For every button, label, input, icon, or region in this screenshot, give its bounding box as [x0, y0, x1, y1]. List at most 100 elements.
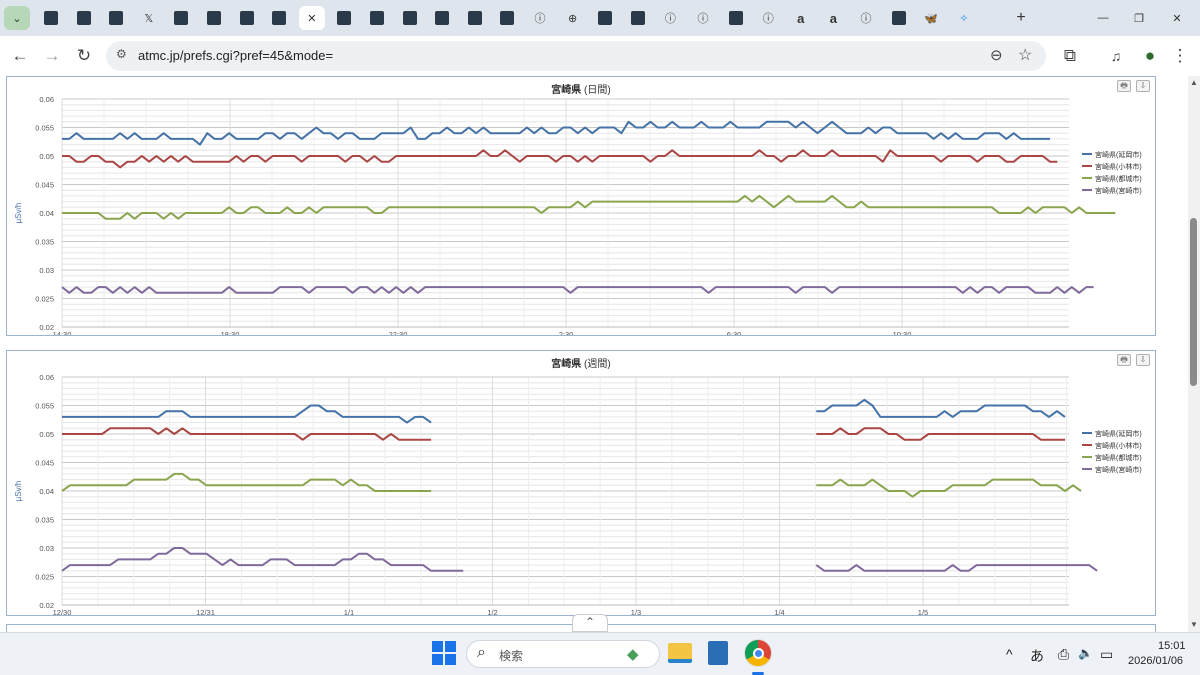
- sparkle-favicon-icon: ✧: [959, 12, 969, 25]
- globe-favicon-icon: ⊕: [567, 12, 578, 25]
- y-tick-label: 0.04: [39, 209, 54, 218]
- media-control-button[interactable]: ♫: [1102, 42, 1130, 70]
- amazon-favicon-icon: a: [797, 10, 805, 26]
- browser-tab[interactable]: [38, 6, 64, 30]
- browser-tab[interactable]: [103, 6, 129, 30]
- site-favicon-icon: [337, 11, 352, 25]
- search-icon: ⌕: [477, 644, 486, 661]
- back-button[interactable]: ←: [6, 42, 34, 70]
- browser-tab[interactable]: 𝕏: [136, 6, 162, 30]
- bookmark-star-icon[interactable]: ☆: [1018, 47, 1033, 64]
- browser-tab[interactable]: [397, 6, 423, 30]
- browser-tab[interactable]: a: [788, 6, 814, 30]
- browser-tab[interactable]: [886, 6, 912, 30]
- browser-tab[interactable]: ⓘ: [755, 6, 781, 30]
- forward-button[interactable]: →: [38, 42, 66, 70]
- restore-button[interactable]: ❐: [1126, 6, 1152, 30]
- scroll-down-arrow[interactable]: ▼: [1190, 620, 1198, 629]
- browser-tab[interactable]: ⊕: [560, 6, 586, 30]
- ime-indicator[interactable]: あ: [1030, 648, 1044, 664]
- browser-menu-button[interactable]: ⋮: [1166, 42, 1194, 70]
- browser-tab[interactable]: [234, 6, 260, 30]
- scrollbar-thumb[interactable]: [1190, 218, 1197, 386]
- site-favicon-icon: [630, 11, 645, 25]
- network-icon[interactable]: ⎙: [1058, 646, 1070, 662]
- x-tick-label: 2:30: [559, 330, 574, 335]
- start-button[interactable]: [432, 641, 456, 665]
- browser-tab[interactable]: [462, 6, 488, 30]
- browser-tab[interactable]: ✕: [298, 6, 325, 30]
- site-info-icon[interactable]: ⚙: [116, 47, 127, 61]
- scroll-up-arrow[interactable]: ▲: [1190, 78, 1198, 87]
- browser-tab[interactable]: ⓘ: [853, 6, 879, 30]
- x-tick-label: 10:30: [893, 330, 912, 335]
- x-tick-label: 12/31: [196, 608, 215, 615]
- browser-tab[interactable]: [71, 6, 97, 30]
- browser-tab[interactable]: ⓘ: [527, 6, 553, 30]
- close-active-tab-icon[interactable]: ✕: [307, 12, 317, 25]
- legend-item: 宮崎県(小林市): [1095, 162, 1142, 171]
- legend-item: 宮崎県(宮崎市): [1095, 186, 1142, 195]
- browser-tab[interactable]: [364, 6, 390, 30]
- reload-button[interactable]: ↻: [70, 42, 98, 70]
- volume-icon[interactable]: 🔈: [1078, 646, 1093, 660]
- series-line: [62, 120, 1050, 146]
- taskbar-search[interactable]: ⌕ 検索 ◆: [466, 640, 660, 668]
- x-tick-label: 1/1: [344, 608, 354, 615]
- page-scrollbar[interactable]: ▲ ▼: [1188, 76, 1200, 632]
- reload-icon: ↻: [76, 46, 92, 65]
- clock-time[interactable]: 15:01: [1158, 640, 1186, 652]
- file-explorer-app[interactable]: [668, 643, 692, 663]
- browser-tab[interactable]: ⓘ: [657, 6, 683, 30]
- browser-tab[interactable]: ✧: [951, 6, 977, 30]
- browser-tab[interactable]: [429, 6, 455, 30]
- browser-tab[interactable]: [266, 6, 292, 30]
- close-window-button[interactable]: ✕: [1164, 6, 1190, 30]
- export-chart-button[interactable]: ⇩: [1136, 354, 1150, 366]
- arrow-left-icon: ←: [11, 46, 29, 65]
- zoom-icon[interactable]: ⊖: [990, 47, 1003, 64]
- x-tick-label: 22:30: [389, 330, 408, 335]
- y-tick-label: 0.06: [39, 373, 54, 382]
- extensions-button[interactable]: ⧉: [1056, 42, 1084, 70]
- info-favicon-icon: ⓘ: [534, 13, 546, 25]
- y-tick-label: 0.045: [35, 181, 54, 190]
- browser-tab[interactable]: [625, 6, 651, 30]
- browser-tab[interactable]: [168, 6, 194, 30]
- browser-tab[interactable]: 🦋: [918, 6, 944, 30]
- y-tick-label: 0.03: [39, 544, 54, 553]
- battery-icon[interactable]: ▭: [1100, 646, 1114, 662]
- x-tick-label: 1/4: [774, 608, 784, 615]
- browser-tab[interactable]: [201, 6, 227, 30]
- chrome-app[interactable]: [744, 639, 772, 667]
- y-tick-label: 0.05: [39, 430, 54, 439]
- clock-date[interactable]: 2026/01/06: [1128, 655, 1184, 667]
- tray-chevron[interactable]: ^: [1006, 646, 1013, 662]
- browser-tab[interactable]: a: [820, 6, 846, 30]
- export-chart-button[interactable]: ⇩: [1136, 80, 1150, 92]
- minimize-button[interactable]: —: [1090, 6, 1116, 30]
- x-tick-label: 18:30: [221, 330, 240, 335]
- weekly-chart-panel: 宮崎県 (週間) 🖶 ⇩ 0.06 0.055 0.05 0.045 0.04 0.035…: [6, 350, 1156, 616]
- notepad-app[interactable]: [708, 641, 728, 665]
- site-favicon-icon: [500, 11, 515, 25]
- browser-tab[interactable]: [592, 6, 618, 30]
- browser-tab[interactable]: [331, 6, 357, 30]
- new-tab-button[interactable]: +: [1008, 6, 1034, 30]
- tab-search-button[interactable]: ⌄: [4, 6, 30, 30]
- browser-tab[interactable]: [494, 6, 520, 30]
- y-tick-label: 0.025: [35, 573, 54, 582]
- print-chart-button[interactable]: 🖶: [1117, 80, 1131, 92]
- url-text[interactable]: atmc.jp/prefs.cgi?pref=45&mode=: [138, 48, 334, 63]
- media-icon: ♫: [1110, 48, 1122, 64]
- browser-tab[interactable]: ⓘ: [690, 6, 716, 30]
- browser-tab[interactable]: [723, 6, 749, 30]
- scroll-top-tab[interactable]: ⌃: [572, 614, 608, 632]
- print-chart-button[interactable]: 🖶: [1117, 354, 1131, 366]
- x-tick-label: 14:30: [53, 330, 72, 335]
- browser-tab-strip: ⌄ 𝕏 ✕ ⓘ ⊕ ⓘ ⓘ ⓘ a a ⓘ 🦋 ✧ + — ❐ ✕: [0, 0, 1200, 36]
- profile-button[interactable]: ●: [1136, 42, 1164, 70]
- address-bar[interactable]: ⚙ atmc.jp/prefs.cgi?pref=45&mode= ⊖ ☆: [106, 41, 1046, 71]
- chart-title: 宮崎県 (日間): [551, 85, 611, 96]
- close-icon: ✕: [1172, 12, 1182, 25]
